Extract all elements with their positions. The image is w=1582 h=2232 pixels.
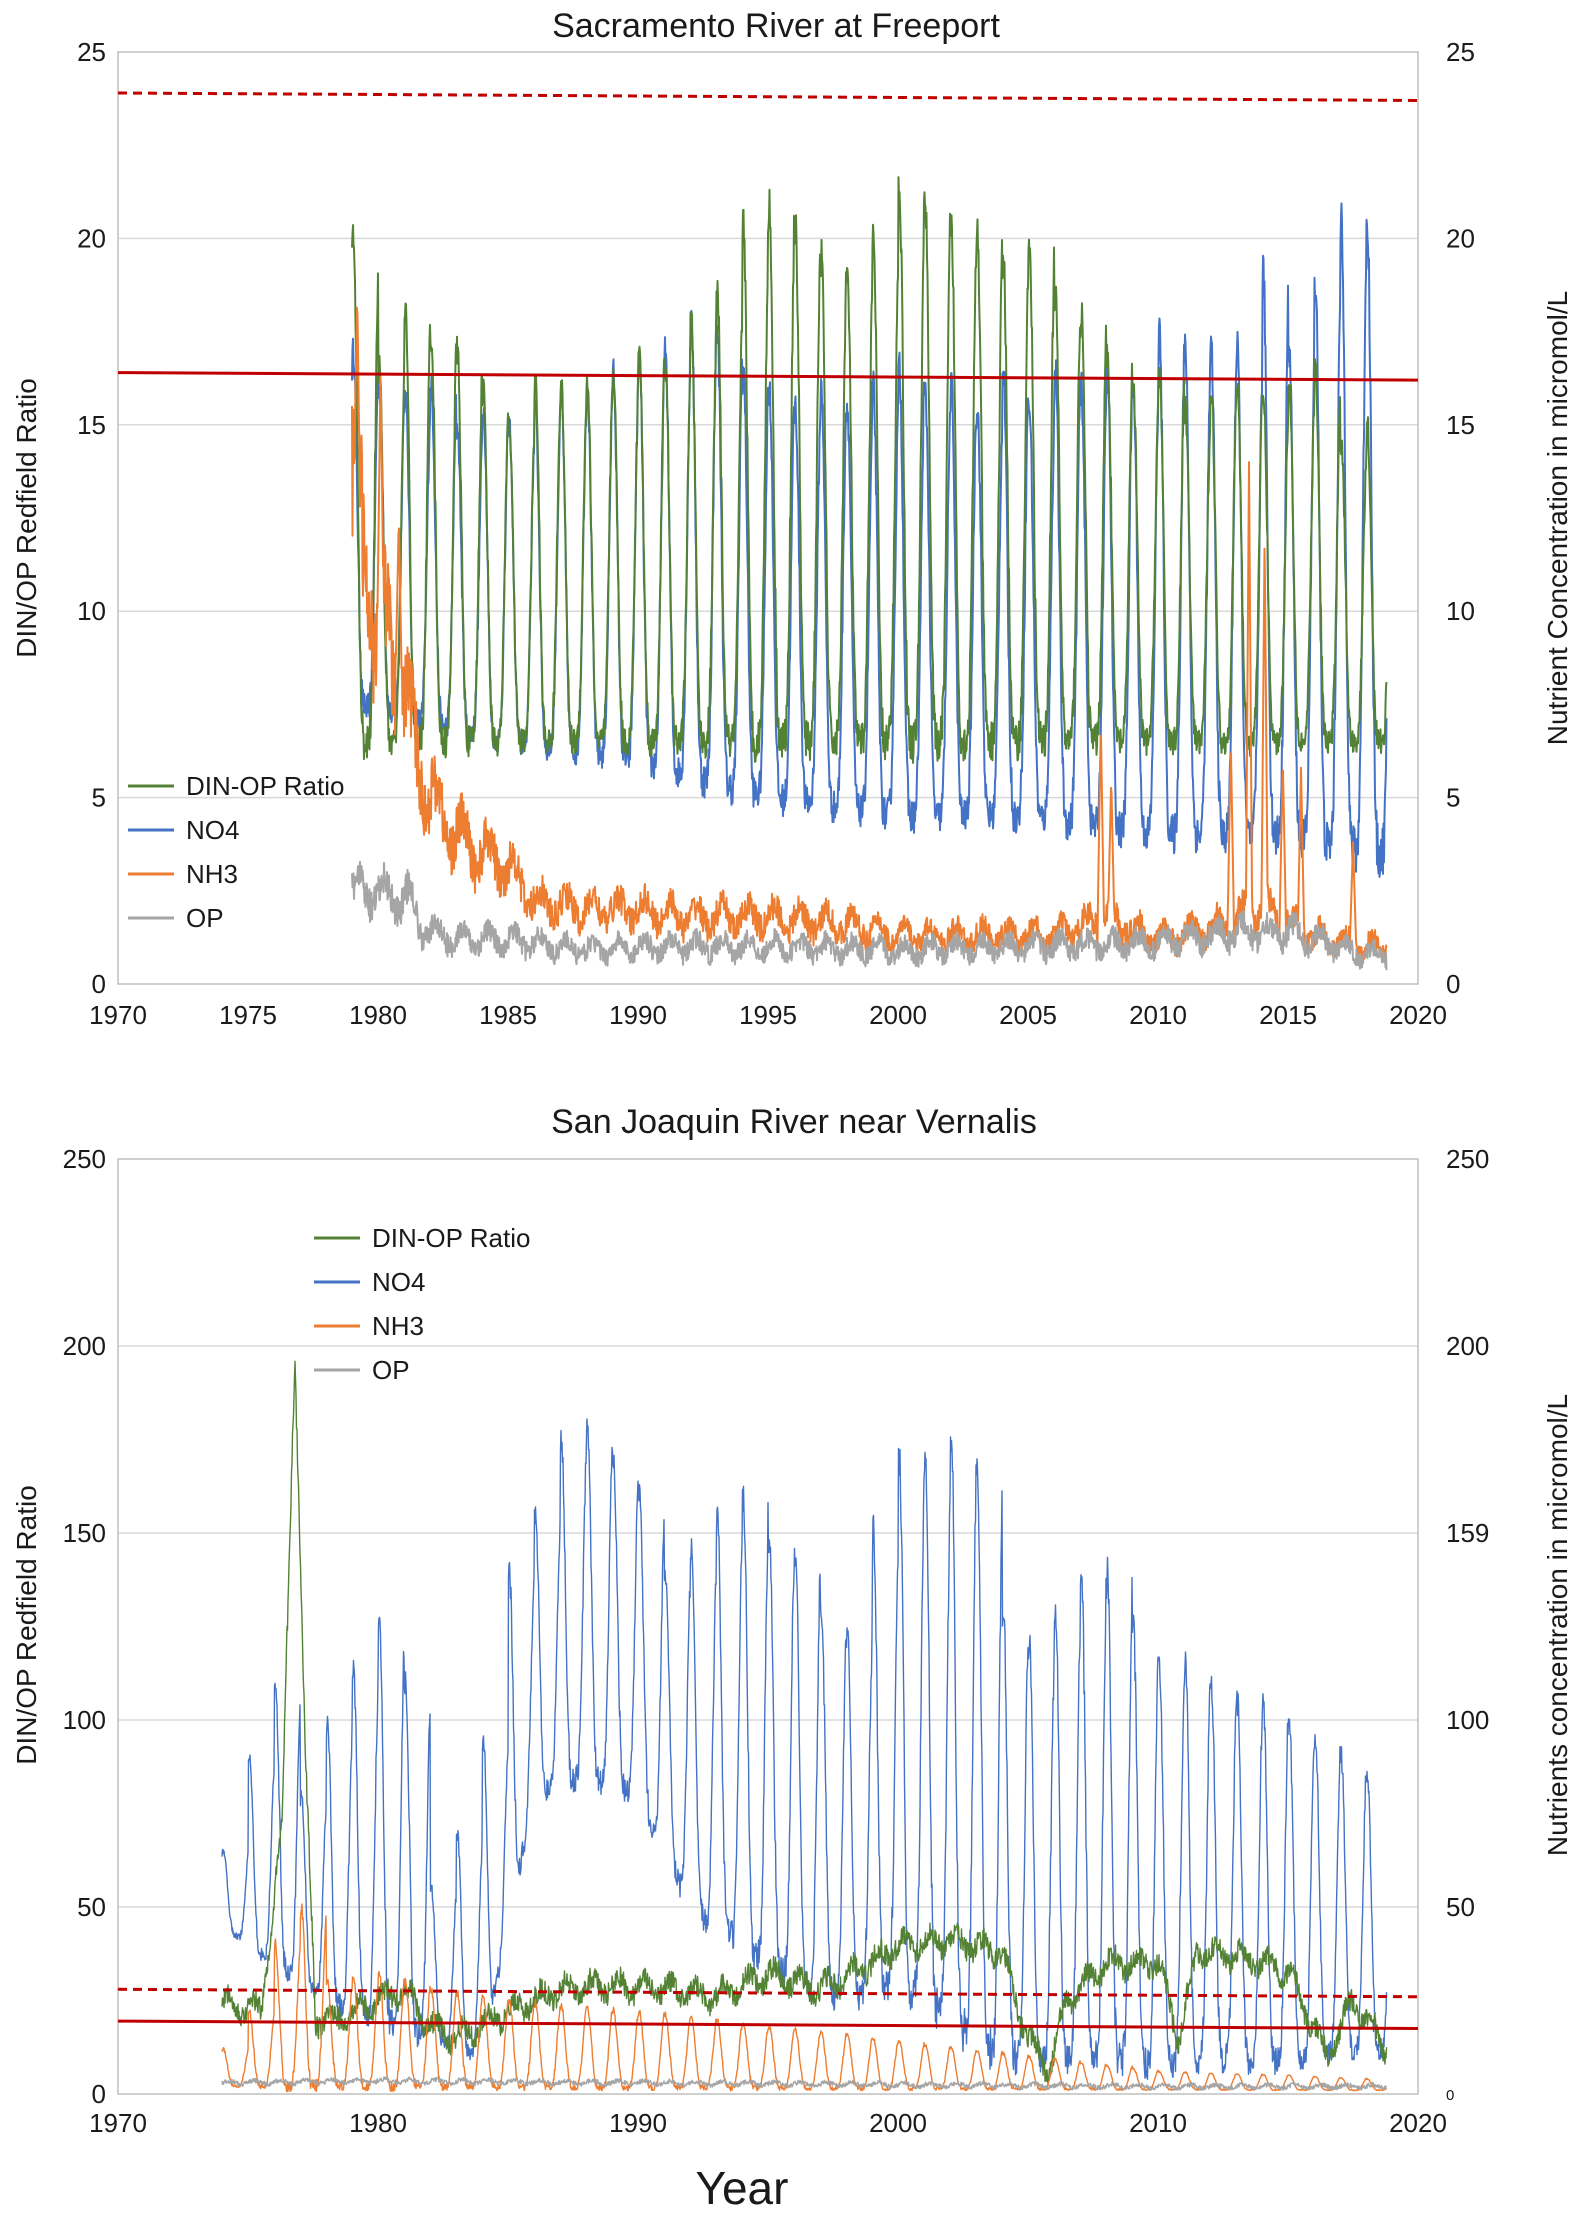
- x-tick-labels: 1970 1980 1990 2000 2010 2020: [89, 2108, 1447, 2138]
- legend-label: NO4: [372, 1267, 425, 1297]
- series-line-din-op-ratio: [351, 176, 1388, 764]
- y-left-tick-labels: 0 5 10 15 20 25: [77, 37, 106, 999]
- x-tick-label: 1980: [349, 2108, 407, 2138]
- chart-title: San Joaquin River near Vernalis: [551, 1103, 1037, 1141]
- y-tick-label: 250: [63, 1144, 106, 1174]
- x-tick-label: 1990: [609, 2108, 667, 2138]
- reference-lines: [117, 91, 1419, 382]
- x-tick-label: 2000: [869, 1000, 927, 1030]
- y-right-tick-label: 0: [1446, 969, 1460, 999]
- series-layer: [221, 1360, 1388, 2093]
- y-right-tick-label: 25: [1446, 37, 1475, 67]
- plot-frame: [117, 1158, 1419, 2095]
- y-tick-label: 100: [63, 1705, 106, 1735]
- y-right-tick-labels: 0 5 10 15 20 25: [1446, 37, 1475, 999]
- y-right-tick-label: 15: [1446, 410, 1475, 440]
- y-right-tick-labels: 0 50 100 159 200 250: [1446, 1144, 1489, 2104]
- legend-label: DIN-OP Ratio: [186, 771, 344, 801]
- legend-label: OP: [372, 1355, 410, 1385]
- series-line-op: [351, 860, 1388, 971]
- x-tick-label: 2005: [999, 1000, 1057, 1030]
- y-tick-label: 50: [77, 1892, 106, 1922]
- legend-label: NH3: [372, 1311, 424, 1341]
- legend-label: DIN-OP Ratio: [372, 1223, 530, 1253]
- y-left-tick-labels: 0 50 100 150 200 250: [63, 1144, 106, 2109]
- series-layer: [351, 176, 1388, 971]
- y-axis-title-right: Nutrient Concentration in micromol/L: [1542, 291, 1573, 745]
- x-tick-label: 1970: [89, 1000, 147, 1030]
- y-tick-label: 10: [77, 596, 106, 626]
- x-tick-label: 1980: [349, 1000, 407, 1030]
- x-tick-label: 1975: [219, 1000, 277, 1030]
- x-tick-label: 1995: [739, 1000, 797, 1030]
- y-tick-label: 150: [63, 1518, 106, 1548]
- reference-line-solid: [117, 2019, 1419, 2031]
- legend: DIN-OP Ratio NO4 NH3 OP: [314, 1223, 530, 1385]
- reference-line-dashed: [117, 91, 1419, 102]
- x-tick-labels: 1970 1975 1980 1985 1990 1995 2000 2005 2010 2015…: [89, 1000, 1447, 1030]
- reference-line-solid: [117, 371, 1419, 382]
- plot-frame: [117, 51, 1419, 985]
- x-tick-label: 1985: [479, 1000, 537, 1030]
- y-tick-label: 25: [77, 37, 106, 67]
- chart-title: Sacramento River at Freeport: [552, 7, 1000, 45]
- y-right-tick-label: 159: [1446, 1518, 1489, 1548]
- legend-label: NO4: [186, 815, 239, 845]
- x-tick-label: 1970: [89, 2108, 147, 2138]
- x-tick-label: 2010: [1129, 1000, 1187, 1030]
- y-right-tick-label: 0: [1446, 2087, 1454, 2104]
- y-tick-label: 0: [92, 2079, 106, 2109]
- series-line-din-op-ratio: [221, 1360, 1388, 2086]
- reference-lines: [117, 1987, 1419, 2031]
- legend-label: NH3: [186, 859, 238, 889]
- y-right-tick-label: 10: [1446, 596, 1475, 626]
- x-axis-title: Year: [696, 2162, 789, 2214]
- y-tick-label: 20: [77, 223, 106, 253]
- y-axis-title-right: Nutrients concentration in micromol/L: [1542, 1394, 1573, 1856]
- y-tick-label: 0: [92, 969, 106, 999]
- series-line-op: [221, 2076, 1387, 2092]
- series-line-nh3: [221, 1903, 1388, 2093]
- reference-line-dashed: [117, 1987, 1419, 1999]
- x-tick-label: 2000: [869, 2108, 927, 2138]
- x-tick-label: 2010: [1129, 2108, 1187, 2138]
- y-right-tick-label: 100: [1446, 1705, 1489, 1735]
- y-right-tick-label: 250: [1446, 1144, 1489, 1174]
- y-axis-title-left: DIN/OP Redfield Ratio: [11, 378, 42, 658]
- y-tick-label: 200: [63, 1331, 106, 1361]
- y-right-tick-label: 50: [1446, 1892, 1475, 1922]
- gridlines: [118, 237, 1418, 799]
- y-right-tick-label: 5: [1446, 783, 1460, 813]
- y-tick-label: 5: [92, 783, 106, 813]
- y-axis-title-left: DIN/OP Redfield Ratio: [11, 1485, 42, 1765]
- series-line-nh3: [351, 306, 1388, 965]
- y-right-tick-label: 200: [1446, 1331, 1489, 1361]
- y-right-tick-label: 20: [1446, 223, 1475, 253]
- x-tick-label: 2020: [1389, 1000, 1447, 1030]
- legend: DIN-OP Ratio NO4 NH3 OP: [128, 771, 344, 933]
- gridlines: [118, 1345, 1418, 1908]
- x-tick-label: 2020: [1389, 2108, 1447, 2138]
- x-tick-label: 2015: [1259, 1000, 1317, 1030]
- legend-label: OP: [186, 903, 224, 933]
- chart-san-joaquin: San Joaquin River near Vernalis 1970 1980…: [11, 1103, 1573, 2138]
- chart-sacramento: Sacramento River at Freeport 1970 1975 198…: [11, 7, 1573, 1030]
- y-tick-label: 15: [77, 410, 106, 440]
- x-tick-label: 1990: [609, 1000, 667, 1030]
